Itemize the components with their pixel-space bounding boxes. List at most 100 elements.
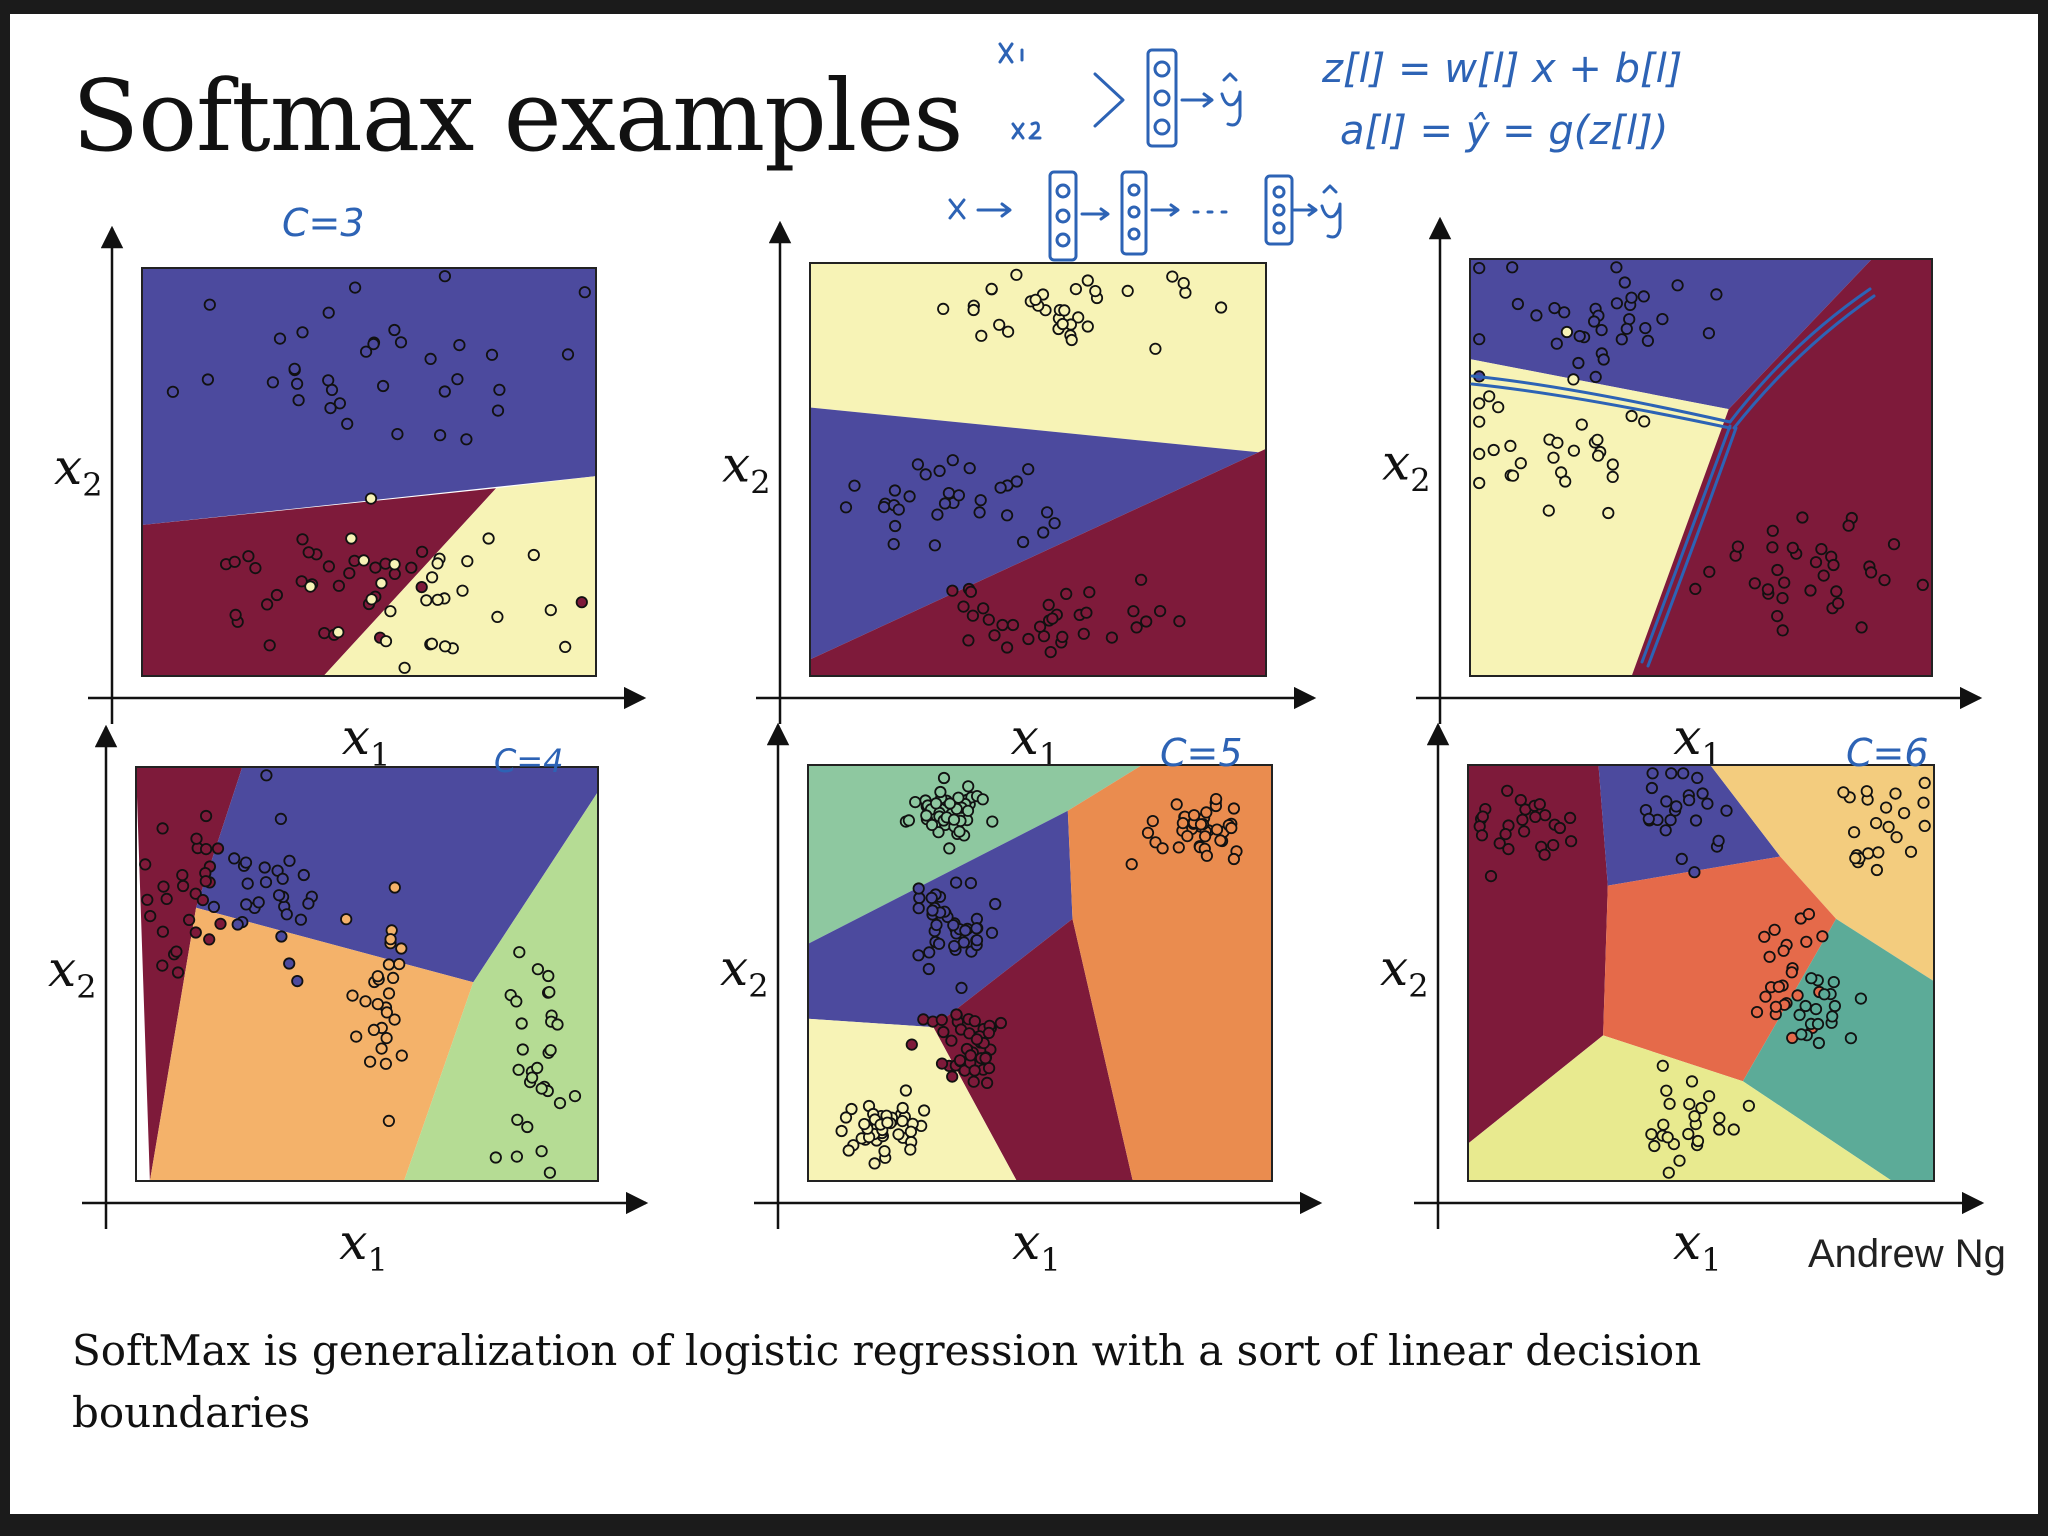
data-point [1200,849,1214,862]
data-point [1720,804,1733,817]
data-point [139,858,152,871]
data-point [345,532,358,545]
data-point [1769,1000,1783,1013]
data-point [1177,276,1190,290]
data-point [1042,598,1055,612]
data-point [1558,306,1571,319]
data-point [974,494,987,507]
data-point [259,876,273,889]
data-point [1227,802,1241,815]
data-point [1553,821,1567,835]
decision-region-crimson [142,488,497,676]
data-point [1530,309,1543,322]
plot-frame [807,764,1273,1182]
data-point [415,580,428,594]
cluster-yellow_green [1645,1059,1756,1179]
slide-title: Softmax examples [72,60,964,174]
data-point [1878,573,1891,587]
data-point [297,868,310,882]
data-point [1701,797,1714,810]
decision-region-cream [810,263,1266,453]
data-point [544,1044,557,1057]
data-point [957,600,970,613]
data-point [985,926,999,939]
data-point [839,1111,853,1124]
cluster-mint [899,771,999,855]
data-point [1870,863,1884,877]
data-point [888,484,902,497]
data-point [388,1013,401,1026]
data-point [912,882,925,895]
data-point [968,1064,981,1077]
decision-region-blue [1598,765,1781,886]
data-point [1683,794,1696,807]
data-point [510,1150,523,1163]
data-point [1637,290,1650,303]
data-point [266,376,279,389]
data-point [912,949,925,962]
data-point [1777,944,1790,957]
data-point [1564,811,1577,825]
data-point [1199,830,1212,843]
data-point [947,919,960,932]
data-point [1034,620,1047,633]
data-point [431,557,444,570]
data-point [1776,624,1789,637]
data-point [367,1023,380,1037]
data-point [1664,813,1677,827]
data-point [993,318,1006,331]
data-point [322,560,335,573]
data-point [1542,504,1555,517]
data-point [948,939,961,953]
data-point [294,913,307,926]
data-point [1492,401,1505,414]
decision-region-mint [808,765,1143,944]
data-point [1606,470,1619,483]
data-point [1918,776,1931,790]
data-point [521,1120,534,1134]
data-point [491,404,505,417]
data-point [273,332,287,345]
data-point [1081,274,1094,287]
data-point [1606,458,1619,471]
data-point [1533,798,1546,811]
data-point [1844,1032,1858,1045]
cluster-sand [1837,776,1931,877]
data-point [332,626,345,639]
data-point [980,1076,994,1090]
decision-region-blue [142,268,596,525]
data-point [1105,631,1119,644]
data-point [276,872,289,885]
data-point [249,561,262,575]
data-point [1848,826,1861,839]
data-point [553,1097,567,1110]
data-point [1567,373,1580,386]
data-point [551,1018,564,1031]
data-point [1663,1097,1676,1110]
data-point [156,822,169,835]
data-point [156,959,169,972]
data-point [1538,848,1551,861]
data-point [1766,541,1779,554]
data-point [1610,261,1623,274]
handwritten-label-c6: C=6 [1846,731,1929,775]
data-point [904,1125,918,1138]
data-point [1750,1005,1764,1019]
data-point [535,1145,548,1158]
data-point [1816,930,1829,943]
data-point [1135,573,1148,586]
data-point [1089,284,1102,298]
data-point [1670,800,1683,813]
data-point [986,815,999,828]
data-point [903,490,916,503]
data-point [982,613,995,626]
data-point [1827,975,1840,989]
data-point [201,373,214,386]
data-point [228,852,241,865]
data-point [1166,270,1179,283]
data-point [386,971,400,985]
data-point [346,989,359,1002]
data-point [395,942,408,955]
data-point [1712,834,1725,847]
data-point [1610,297,1624,310]
